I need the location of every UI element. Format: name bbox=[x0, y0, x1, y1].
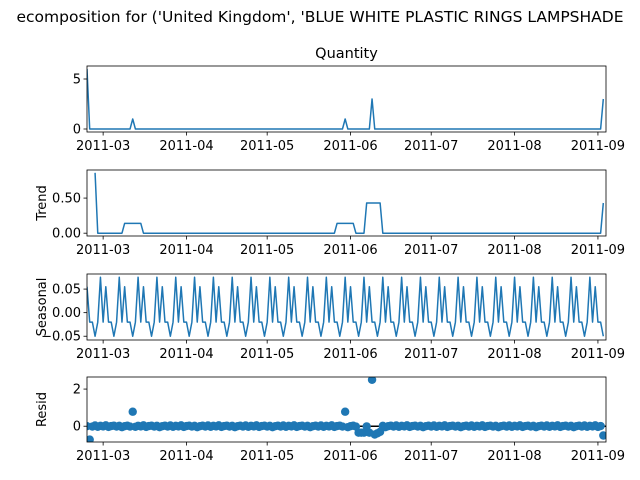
resid-point bbox=[367, 377, 377, 384]
x-tick-label: 2011-06 bbox=[323, 449, 377, 464]
x-tick-label: 2011-03 bbox=[76, 347, 130, 362]
y-tick-label: 0.50 bbox=[52, 192, 81, 207]
x-tick-label: 2011-07 bbox=[404, 243, 458, 258]
y-axis-label: Seasonal bbox=[35, 278, 50, 337]
x-tick-label: 2011-05 bbox=[240, 139, 294, 154]
panel-frame bbox=[86, 65, 607, 133]
seasonal-line bbox=[87, 276, 605, 337]
x-tick-label: 2011-09 bbox=[571, 347, 625, 362]
x-tick-label: 2011-03 bbox=[76, 449, 130, 464]
x-tick-label: 2011-07 bbox=[404, 449, 458, 464]
marks-resid bbox=[87, 377, 606, 442]
x-tick-label: 2011-08 bbox=[487, 243, 541, 258]
panel-frame bbox=[86, 169, 607, 237]
y-tick-label: 0.00 bbox=[52, 227, 81, 242]
x-tick-label: 2011-04 bbox=[159, 243, 213, 258]
y-tick-label: 0.00 bbox=[52, 306, 81, 321]
x-tick-label: 2011-06 bbox=[323, 243, 377, 258]
y-axis-label: Resid bbox=[35, 392, 50, 427]
x-tick-label: 2011-07 bbox=[404, 347, 458, 362]
panel-resid: 0 2 2011-03 2011-04 2011-05 2011-06 2011-07 201… bbox=[35, 376, 625, 464]
panel-seasonal: −0.05 0.00 0.05 2011-03 2011-04 2011-05 2011-0… bbox=[35, 273, 625, 362]
marks-seasonal bbox=[87, 276, 605, 337]
y-tick-label: 2 bbox=[73, 383, 81, 398]
x-tick-label: 2011-03 bbox=[76, 139, 130, 154]
x-tick-label: 2011-05 bbox=[240, 347, 294, 362]
x-tick-label: 2011-05 bbox=[240, 449, 294, 464]
marks-observed bbox=[87, 68, 605, 130]
y-tick-label: 0 bbox=[73, 420, 81, 435]
x-tick-label: 2011-04 bbox=[159, 449, 213, 464]
x-tick-label: 2011-06 bbox=[323, 139, 377, 154]
panel-trend: 0.00 0.50 2011-03 2011-04 2011-05 2011-06 2011… bbox=[35, 169, 625, 258]
resid-point bbox=[362, 422, 371, 431]
marks-trend bbox=[94, 172, 605, 234]
resid-point bbox=[128, 407, 137, 416]
trend-line bbox=[94, 172, 605, 234]
x-tick-label: 2011-06 bbox=[323, 347, 377, 362]
x-tick-label: 2011-09 bbox=[571, 139, 625, 154]
x-tick-label: 2011-03 bbox=[76, 243, 130, 258]
x-tick-label: 2011-09 bbox=[571, 449, 625, 464]
y-tick-label: 5 bbox=[73, 73, 81, 88]
resid-point bbox=[596, 421, 605, 431]
x-tick-label: 2011-04 bbox=[159, 139, 213, 154]
resid-point bbox=[340, 407, 350, 416]
x-tick-label: 2011-09 bbox=[571, 243, 625, 258]
panel-frame bbox=[86, 273, 607, 341]
figure-suptitle: ecomposition for ('United Kingdom', 'BLU… bbox=[16, 8, 623, 26]
y-axis-label: Trend bbox=[35, 185, 50, 222]
x-tick-label: 2011-08 bbox=[487, 449, 541, 464]
y-tick-label: 0 bbox=[73, 123, 81, 138]
x-tick-label: 2011-05 bbox=[240, 243, 294, 258]
panel-observed: 0 5 2011-03 2011-04 2011-05 2011-06 2011-07 201… bbox=[73, 46, 625, 154]
x-tick-label: 2011-07 bbox=[404, 139, 458, 154]
y-tick-label: 0.05 bbox=[52, 283, 81, 298]
x-tick-label: 2011-04 bbox=[159, 347, 213, 362]
y-tick-label: −0.05 bbox=[41, 330, 81, 345]
panel-frame bbox=[86, 376, 607, 443]
decomposition-panels: 0 5 2011-03 2011-04 2011-05 2011-06 2011-07 201… bbox=[35, 46, 625, 464]
resid-point bbox=[87, 435, 94, 442]
panel-title: Quantity bbox=[315, 46, 378, 62]
resid-point bbox=[599, 431, 606, 440]
x-tick-label: 2011-08 bbox=[487, 139, 541, 154]
x-tick-label: 2011-08 bbox=[487, 347, 541, 362]
observed-line bbox=[87, 68, 605, 130]
